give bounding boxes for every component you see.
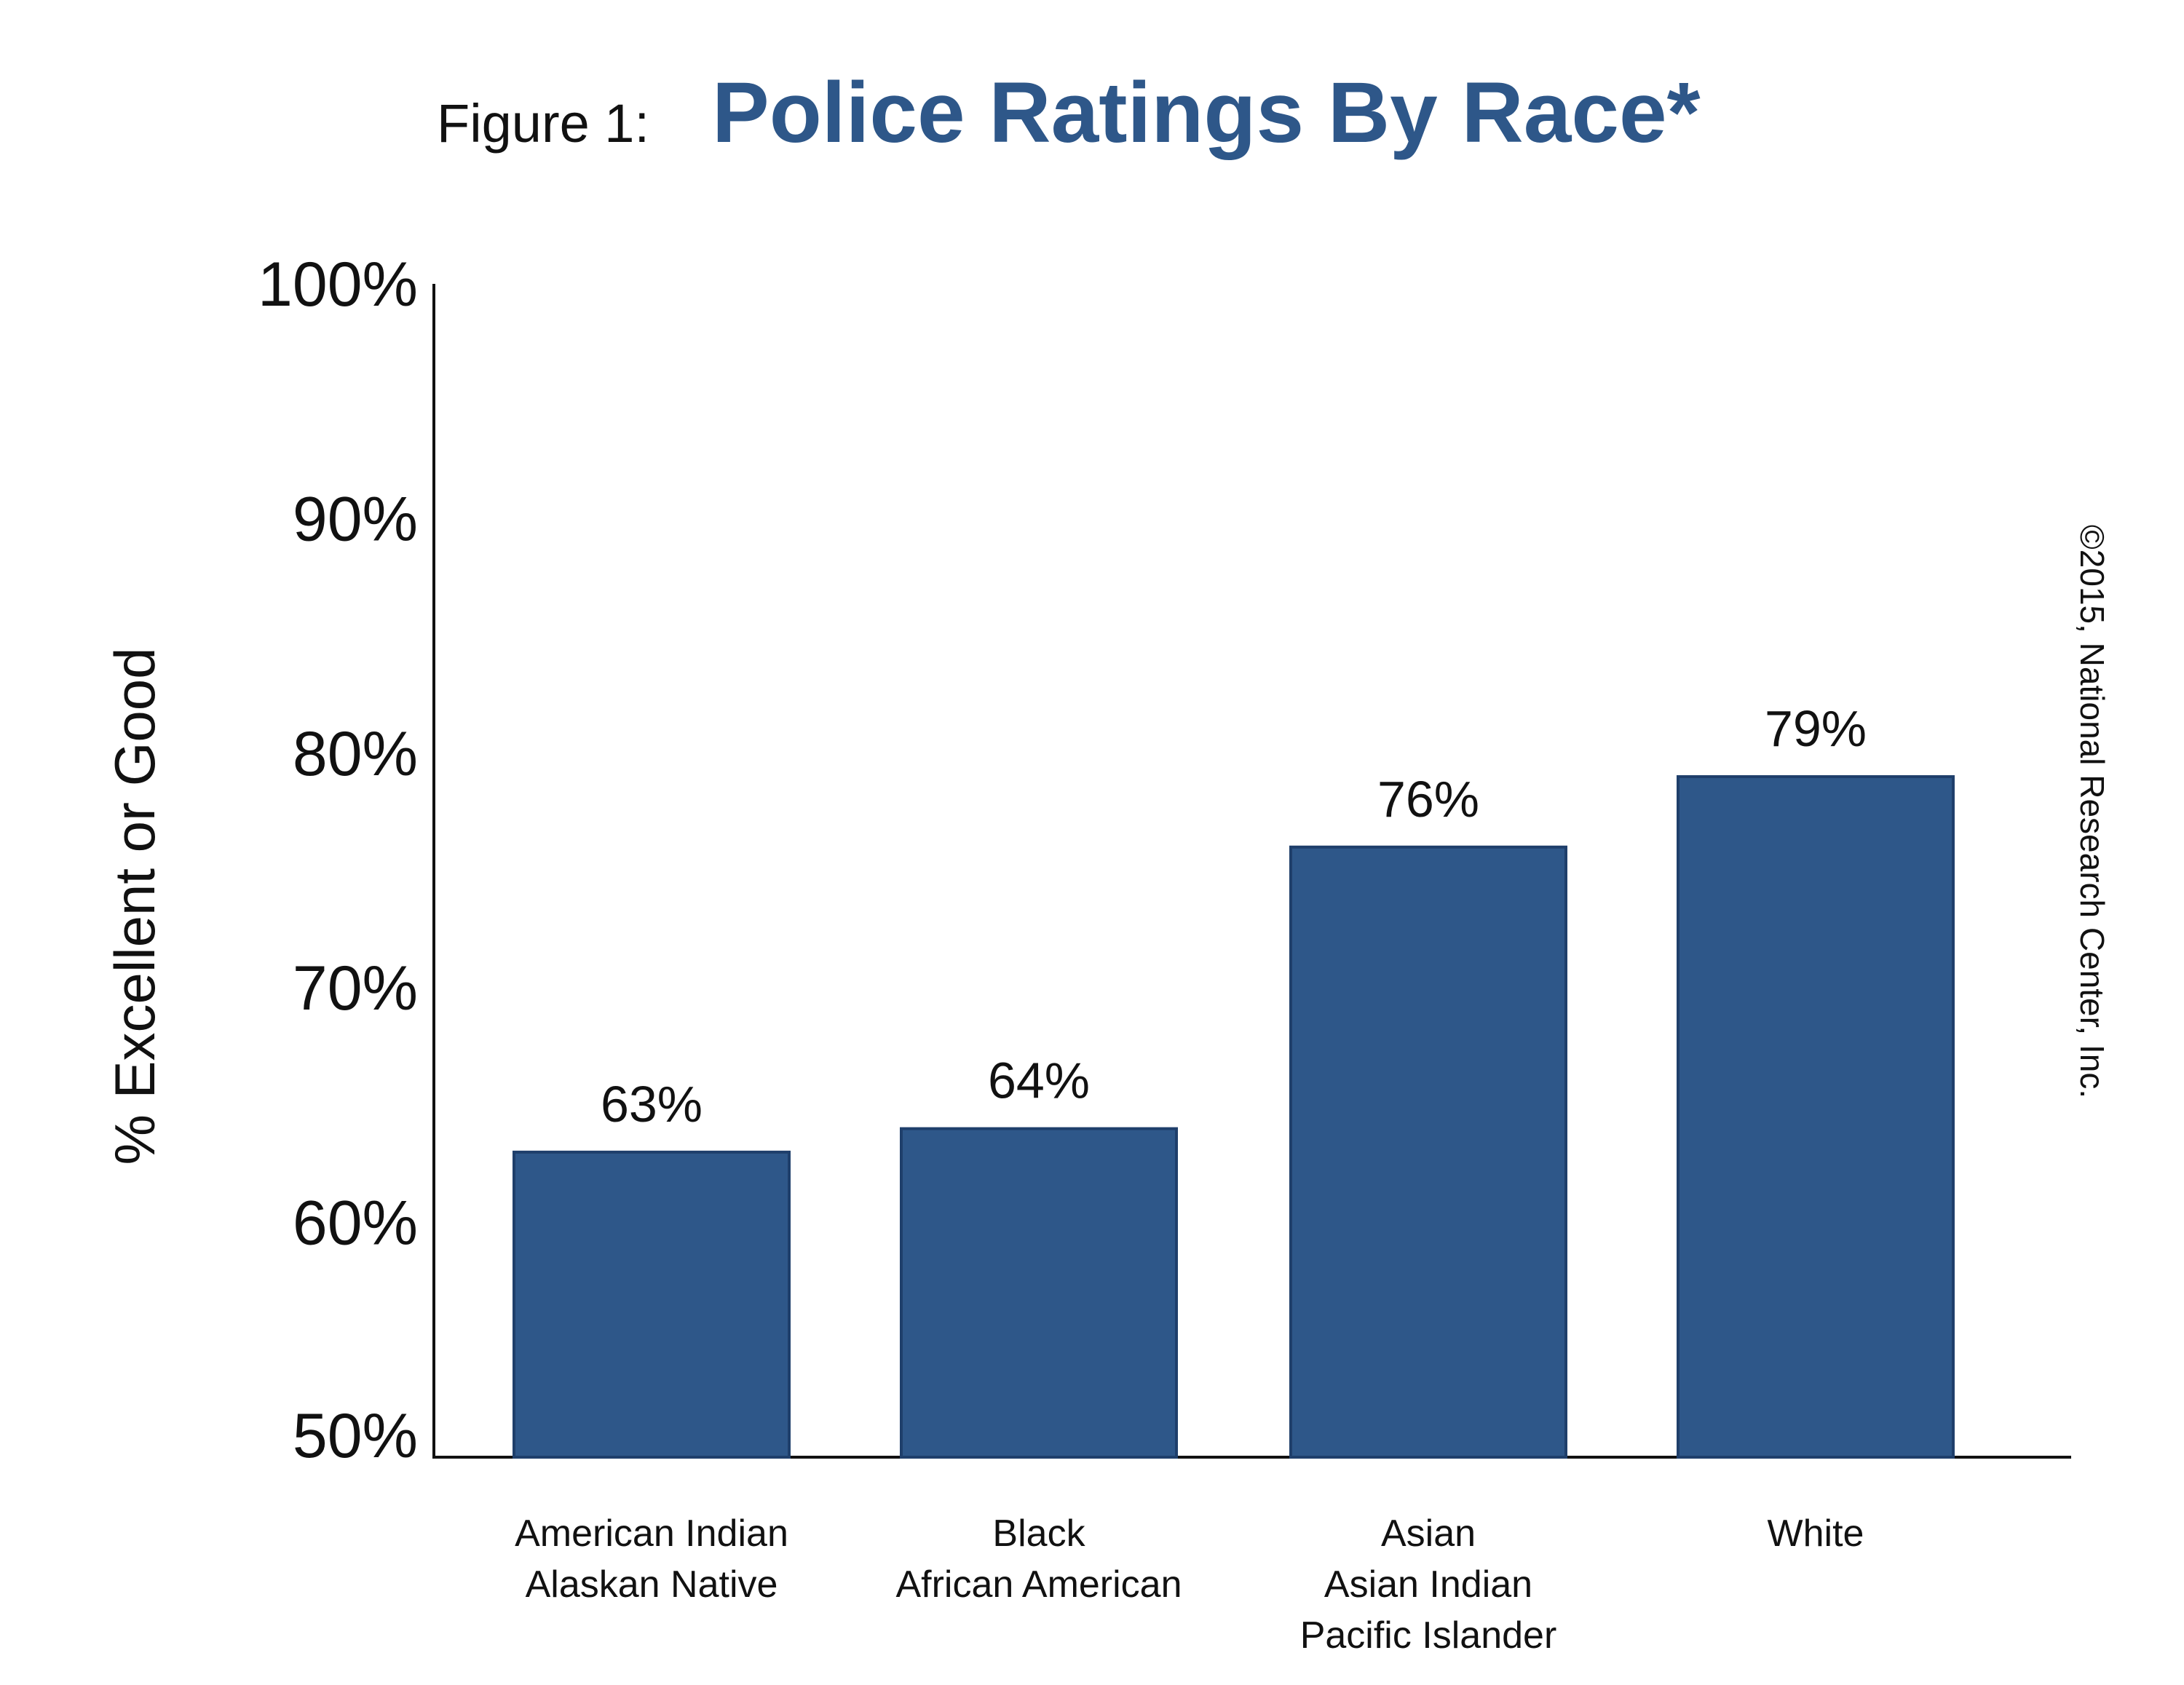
x-tick-label: Asian Indian — [1324, 1563, 1532, 1606]
chart-title: Police Ratings By Race* — [712, 65, 1701, 161]
x-tick-label: Alaskan Native — [526, 1563, 778, 1606]
y-axis-label: % Excellent or Good — [103, 647, 167, 1165]
copyright-note: ©2015, National Research Center, Inc. — [2073, 525, 2111, 1098]
y-tick-label: 90% — [293, 484, 418, 554]
bars — [513, 775, 1955, 1459]
bar — [1677, 775, 1955, 1459]
data-label: 63% — [601, 1076, 703, 1133]
y-tick-label: 100% — [258, 250, 418, 320]
data-label: 79% — [1765, 700, 1867, 757]
data-label: 76% — [1377, 771, 1479, 828]
bar — [900, 1127, 1178, 1459]
x-tick-label: Black — [992, 1512, 1085, 1555]
y-tick-label: 80% — [293, 719, 418, 789]
x-tick-label: White — [1768, 1512, 1864, 1555]
y-tick-label: 60% — [293, 1189, 418, 1258]
x-tick-label: African American — [895, 1563, 1182, 1606]
y-tick-label: 70% — [293, 953, 418, 1023]
y-tick-label: 50% — [293, 1401, 418, 1471]
bar — [1289, 845, 1567, 1459]
labels: 63% American Indian Alaskan Native 64% Black… — [515, 700, 1867, 1657]
axes: 50% 60% 70% 80% 90% 100% — [258, 250, 2071, 1471]
x-tick-label: American Indian — [515, 1512, 788, 1555]
x-tick-label: Pacific Islander — [1300, 1614, 1557, 1657]
x-tick-label: Asian — [1381, 1512, 1476, 1555]
bar — [513, 1150, 791, 1459]
chart-title-prefix: Figure 1: — [437, 93, 649, 154]
data-label: 64% — [988, 1052, 1090, 1109]
